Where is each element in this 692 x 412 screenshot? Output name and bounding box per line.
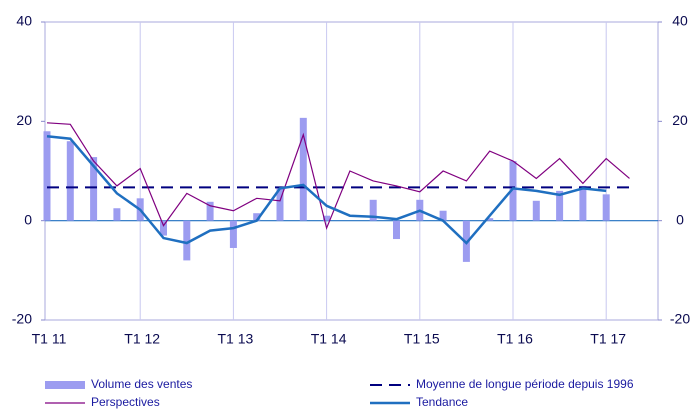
y-tick-label: 20 (16, 112, 32, 128)
y-tick-label: 0 (24, 211, 32, 227)
bar (90, 157, 98, 221)
legend-label: Perspectives (91, 395, 160, 409)
bar (276, 188, 284, 221)
legend-label: Tendance (416, 395, 468, 409)
bar (183, 220, 191, 261)
bar (253, 213, 261, 221)
x-tick-label: T1 13 (217, 331, 253, 347)
x-tick-label: T1 14 (311, 331, 347, 347)
legend-label: Volume des ventes (91, 377, 192, 391)
bar (206, 201, 214, 221)
legend-swatch (45, 381, 85, 389)
bar (439, 210, 447, 221)
bar (43, 131, 51, 221)
bar (323, 215, 331, 221)
y2-tick-label: 0 (676, 211, 684, 227)
bar (486, 218, 494, 221)
bar (532, 200, 540, 221)
bar (369, 199, 377, 221)
x-tick-label: T1 17 (590, 331, 626, 347)
bar (229, 220, 237, 248)
bar (556, 190, 564, 221)
bar (299, 117, 307, 221)
x-tick-label: T1 15 (404, 331, 440, 347)
bar (66, 141, 74, 221)
bar (113, 208, 121, 221)
x-tick-label: T1 11 (32, 331, 67, 347)
bar (160, 220, 167, 236)
y-tick-label: 40 (16, 13, 32, 29)
bar (393, 220, 400, 240)
y2-tick-label: -20 (670, 311, 690, 327)
y2-tick-label: 20 (672, 112, 688, 128)
bar (579, 185, 587, 221)
bar (602, 194, 610, 221)
x-tick-label: T1 16 (497, 331, 533, 347)
x-tick-label: T1 12 (124, 331, 160, 347)
line (46, 122, 630, 231)
line (46, 134, 607, 245)
y2-tick-label: 40 (672, 13, 688, 29)
legend-label: Moyenne de longue période depuis 1996 (416, 377, 634, 391)
bar (509, 161, 517, 221)
y-tick-label: -20 (12, 311, 32, 327)
